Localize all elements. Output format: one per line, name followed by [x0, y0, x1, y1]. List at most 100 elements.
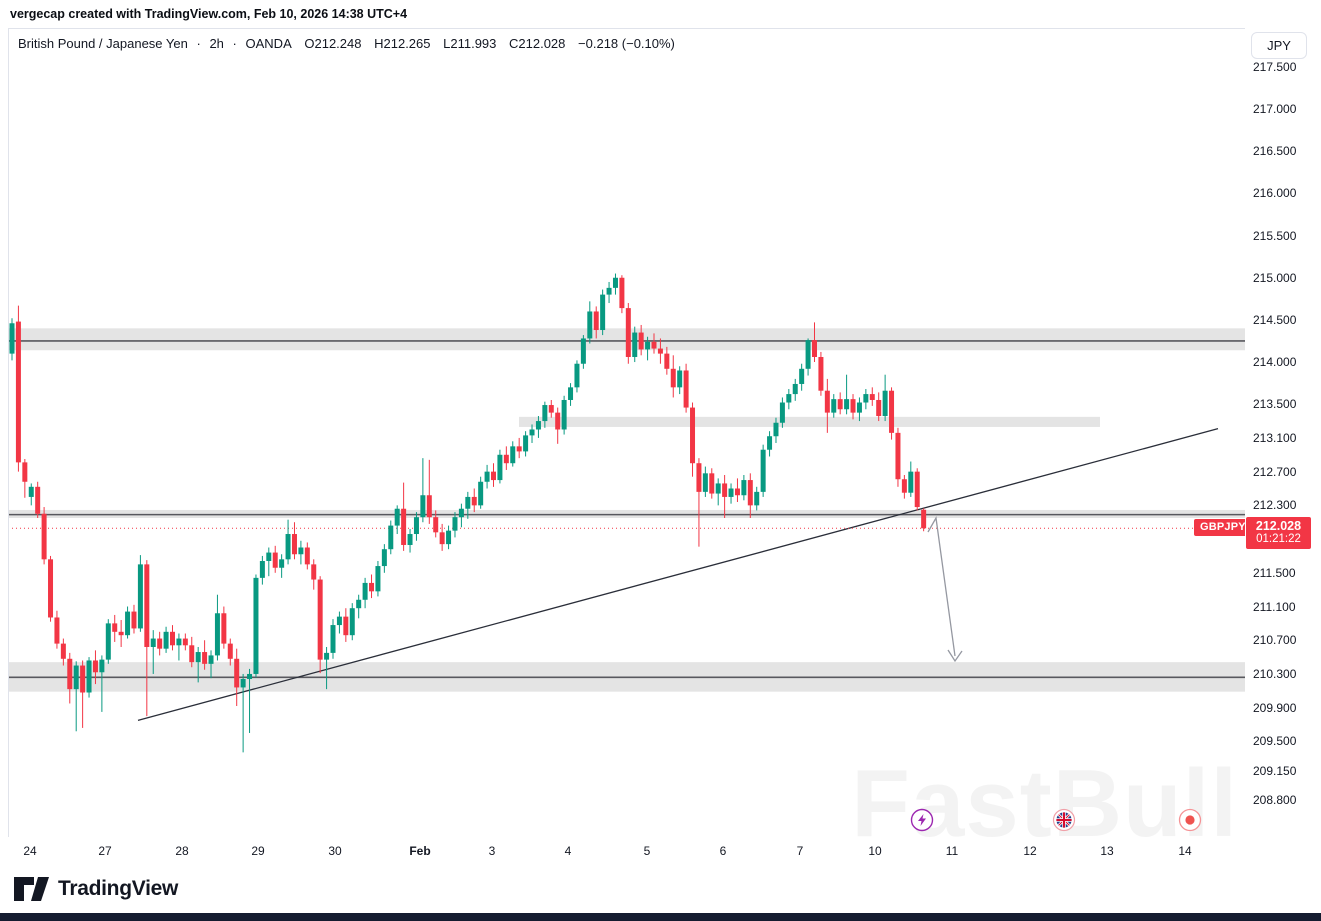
price-axis-label: 212.700 [1253, 464, 1297, 479]
gb-flag-event-icon[interactable] [1052, 808, 1076, 832]
candle-body [574, 363, 580, 388]
projection-arrow[interactable] [927, 516, 956, 657]
candle-body [741, 480, 747, 496]
time-axis-label: 30 [328, 844, 342, 858]
candle-body [324, 652, 330, 660]
candle-body [478, 481, 484, 506]
candlestick-series [9, 273, 927, 753]
chart-canvas[interactable]: FastBull [0, 0, 1321, 865]
price-axis-label: 212.300 [1253, 498, 1297, 513]
candle-body [394, 508, 400, 526]
candle-body [677, 370, 683, 388]
candle-body [612, 277, 618, 288]
price-axis-label: 215.500 [1253, 228, 1297, 243]
attribution-text: vergecap created with TradingView.com, F… [10, 7, 408, 21]
price-axis[interactable]: JPY 217.500 217.000 216.500 216.000 215.500 2… [1245, 28, 1313, 837]
price-axis-label: 209.900 [1253, 700, 1297, 715]
candle-body [446, 530, 452, 545]
time-axis-label: 10 [868, 844, 882, 858]
candle-body [625, 308, 631, 357]
flash-event-icon[interactable] [910, 808, 934, 832]
candle-body [144, 564, 150, 647]
candle-body [407, 534, 413, 545]
candle-body [786, 394, 792, 403]
candle-body [863, 394, 869, 403]
time-axis[interactable]: 24 27 28 29 30 Feb 3 4 5 6 7 10 11 12 13 14 [8, 837, 1313, 865]
candle-body [587, 311, 593, 339]
high-impact-event-icon[interactable] [1178, 808, 1202, 832]
tradingview-logo[interactable]: TradingView [14, 876, 178, 902]
candle-body [548, 405, 554, 413]
candle-body [170, 631, 175, 646]
time-axis-label: 11 [945, 844, 959, 858]
candle-body [253, 577, 259, 674]
time-axis-label: 12 [1023, 844, 1037, 858]
candle-body [722, 483, 728, 497]
price-axis-label: 210.300 [1253, 666, 1297, 681]
candle-body [452, 517, 458, 531]
time-axis-label: 29 [251, 844, 265, 858]
candle-body [844, 399, 850, 410]
candle-body [73, 665, 79, 690]
price-axis-label: 210.700 [1253, 633, 1297, 648]
candle-body [458, 508, 464, 518]
candle-body [908, 471, 914, 493]
candle-body [779, 402, 785, 423]
candle-body [125, 611, 131, 636]
candle-body [317, 579, 323, 660]
candle-body [381, 549, 387, 567]
currency-toggle-button[interactable]: JPY [1251, 32, 1307, 59]
time-axis-label: 13 [1100, 844, 1114, 858]
candle-body [767, 436, 773, 450]
price-axis-label: 216.000 [1253, 186, 1297, 201]
candle-body [234, 658, 240, 688]
time-axis-label: 4 [564, 844, 572, 858]
time-axis-label: Feb [409, 844, 431, 858]
price-axis-label: 209.500 [1253, 734, 1297, 749]
candle-body [247, 673, 253, 680]
candle-body [638, 332, 644, 350]
candle-body [812, 340, 817, 357]
candle-body [349, 608, 355, 636]
candle-body [60, 643, 66, 659]
candle-body [413, 517, 419, 535]
legend-high: H212.265 [374, 36, 431, 51]
candle-body [850, 399, 856, 413]
candle-body [240, 679, 246, 688]
legend-interval[interactable]: 2h [209, 36, 224, 51]
candle-body [696, 463, 702, 492]
mid-zone-213 [519, 416, 1100, 427]
candle-body [202, 652, 208, 664]
candle-body [401, 508, 407, 545]
candle-body [619, 277, 625, 309]
candle-body [176, 638, 182, 646]
price-axis-label: 215.000 [1253, 270, 1297, 285]
candle-body [54, 617, 60, 644]
candle-body [35, 486, 41, 514]
ascending-trendline[interactable] [137, 428, 1219, 721]
last-price-box: 212.028 01:21:22 [1246, 517, 1311, 550]
candle-body [516, 446, 522, 452]
candle-body [15, 321, 21, 463]
price-axis-label: 211.500 [1253, 565, 1296, 580]
candle-body [831, 399, 837, 413]
candle-body [221, 613, 227, 644]
candle-body [105, 623, 111, 660]
candle-body [131, 611, 137, 629]
candle-body [876, 399, 882, 417]
legend-separator: · [232, 36, 237, 51]
candle-body [651, 341, 657, 349]
candle-body [914, 471, 920, 508]
candle-body [336, 616, 342, 626]
candle-body [266, 552, 272, 561]
candle-body [670, 368, 676, 388]
candle-body [901, 479, 907, 493]
legend-symbol-name: British Pound / Japanese Yen [18, 36, 188, 51]
price-axis-label: 217.500 [1253, 60, 1297, 74]
candle-body [818, 356, 824, 391]
time-axis-label: 27 [98, 844, 112, 858]
candle-body [497, 454, 503, 481]
candle-body [535, 421, 541, 430]
symbol-legend[interactable]: British Pound / Japanese Yen · 2h · OAND… [18, 36, 680, 51]
